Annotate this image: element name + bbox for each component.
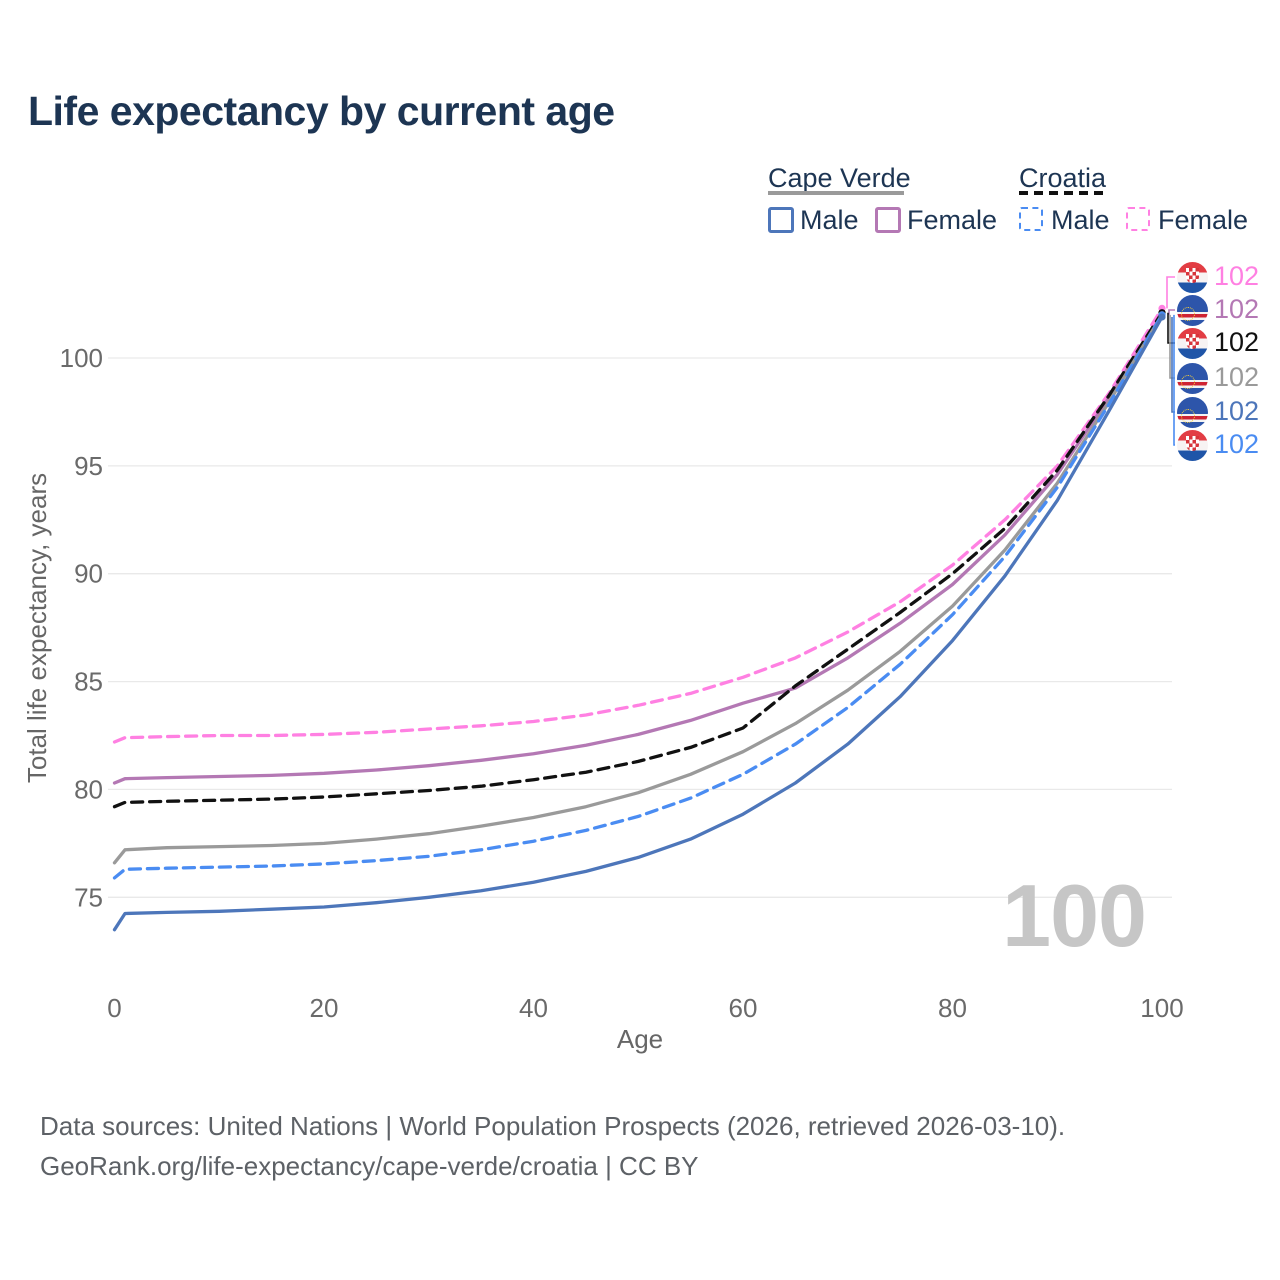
leader-line-cv-female xyxy=(1168,309,1175,315)
series-line-hr-all xyxy=(112,311,1164,809)
leader-line-hr-female xyxy=(1166,276,1175,309)
y-tick-label: 90 xyxy=(74,559,103,589)
legend-country-cape-verde[interactable]: Cape Verde xyxy=(768,163,911,193)
age-watermark: 100 xyxy=(1002,866,1147,965)
x-tick-label: 20 xyxy=(310,993,339,1023)
legend-label-cape-verde-male[interactable]: Male xyxy=(800,205,859,235)
footer-data-sources: Data sources: United Nations | World Pop… xyxy=(40,1111,1066,1141)
legend-label-croatia-male[interactable]: Male xyxy=(1051,205,1110,235)
y-tick-label: 95 xyxy=(74,451,103,481)
footer-source-url: GeoRank.org/life-expectancy/cape-verde/c… xyxy=(40,1151,699,1181)
series-line-hr-female xyxy=(112,306,1164,744)
legend-country-linestyle-sample xyxy=(1019,191,1105,195)
footer: Data sources: United Nations | World Pop… xyxy=(40,1106,1065,1186)
legend-label-cape-verde-female[interactable]: Female xyxy=(907,205,998,235)
legend-swatch-cape-verde-female[interactable] xyxy=(875,207,901,233)
series-line-hr-male xyxy=(112,313,1164,880)
legend-swatch-croatia-female[interactable] xyxy=(1126,207,1150,231)
x-tick-label: 60 xyxy=(729,993,758,1023)
x-tick-label: 80 xyxy=(938,993,967,1023)
x-tick-label: 40 xyxy=(519,993,548,1023)
y-axis-title: Total life expectancy, years xyxy=(22,473,52,783)
chart-title: Life expectancy by current age xyxy=(28,88,615,134)
legend: Cape Verde Male Female Croatia Male Female xyxy=(0,0,1280,260)
series-line-cv-male xyxy=(112,315,1164,932)
legend-label-croatia-female[interactable]: Female xyxy=(1158,205,1249,235)
y-tick-label: 100 xyxy=(60,343,103,373)
series-end-dot-cv-male xyxy=(1158,313,1166,321)
leader-line-hr-male xyxy=(1173,314,1175,446)
x-axis-title: Age xyxy=(617,1024,663,1054)
x-tick-label: 0 xyxy=(107,993,121,1023)
y-tick-label: 85 xyxy=(74,667,103,697)
legend-country-croatia[interactable]: Croatia xyxy=(1019,163,1107,193)
legend-country-linestyle-sample xyxy=(768,191,904,195)
legend-swatch-croatia-male[interactable] xyxy=(1019,207,1043,231)
y-tick-label: 75 xyxy=(74,882,103,912)
series-line-cv-female xyxy=(112,313,1164,785)
legend-swatch-cape-verde-male[interactable] xyxy=(768,207,794,233)
x-tick-label: 100 xyxy=(1140,993,1183,1023)
series-line-cv-all xyxy=(112,313,1164,865)
y-tick-label: 80 xyxy=(74,774,103,804)
